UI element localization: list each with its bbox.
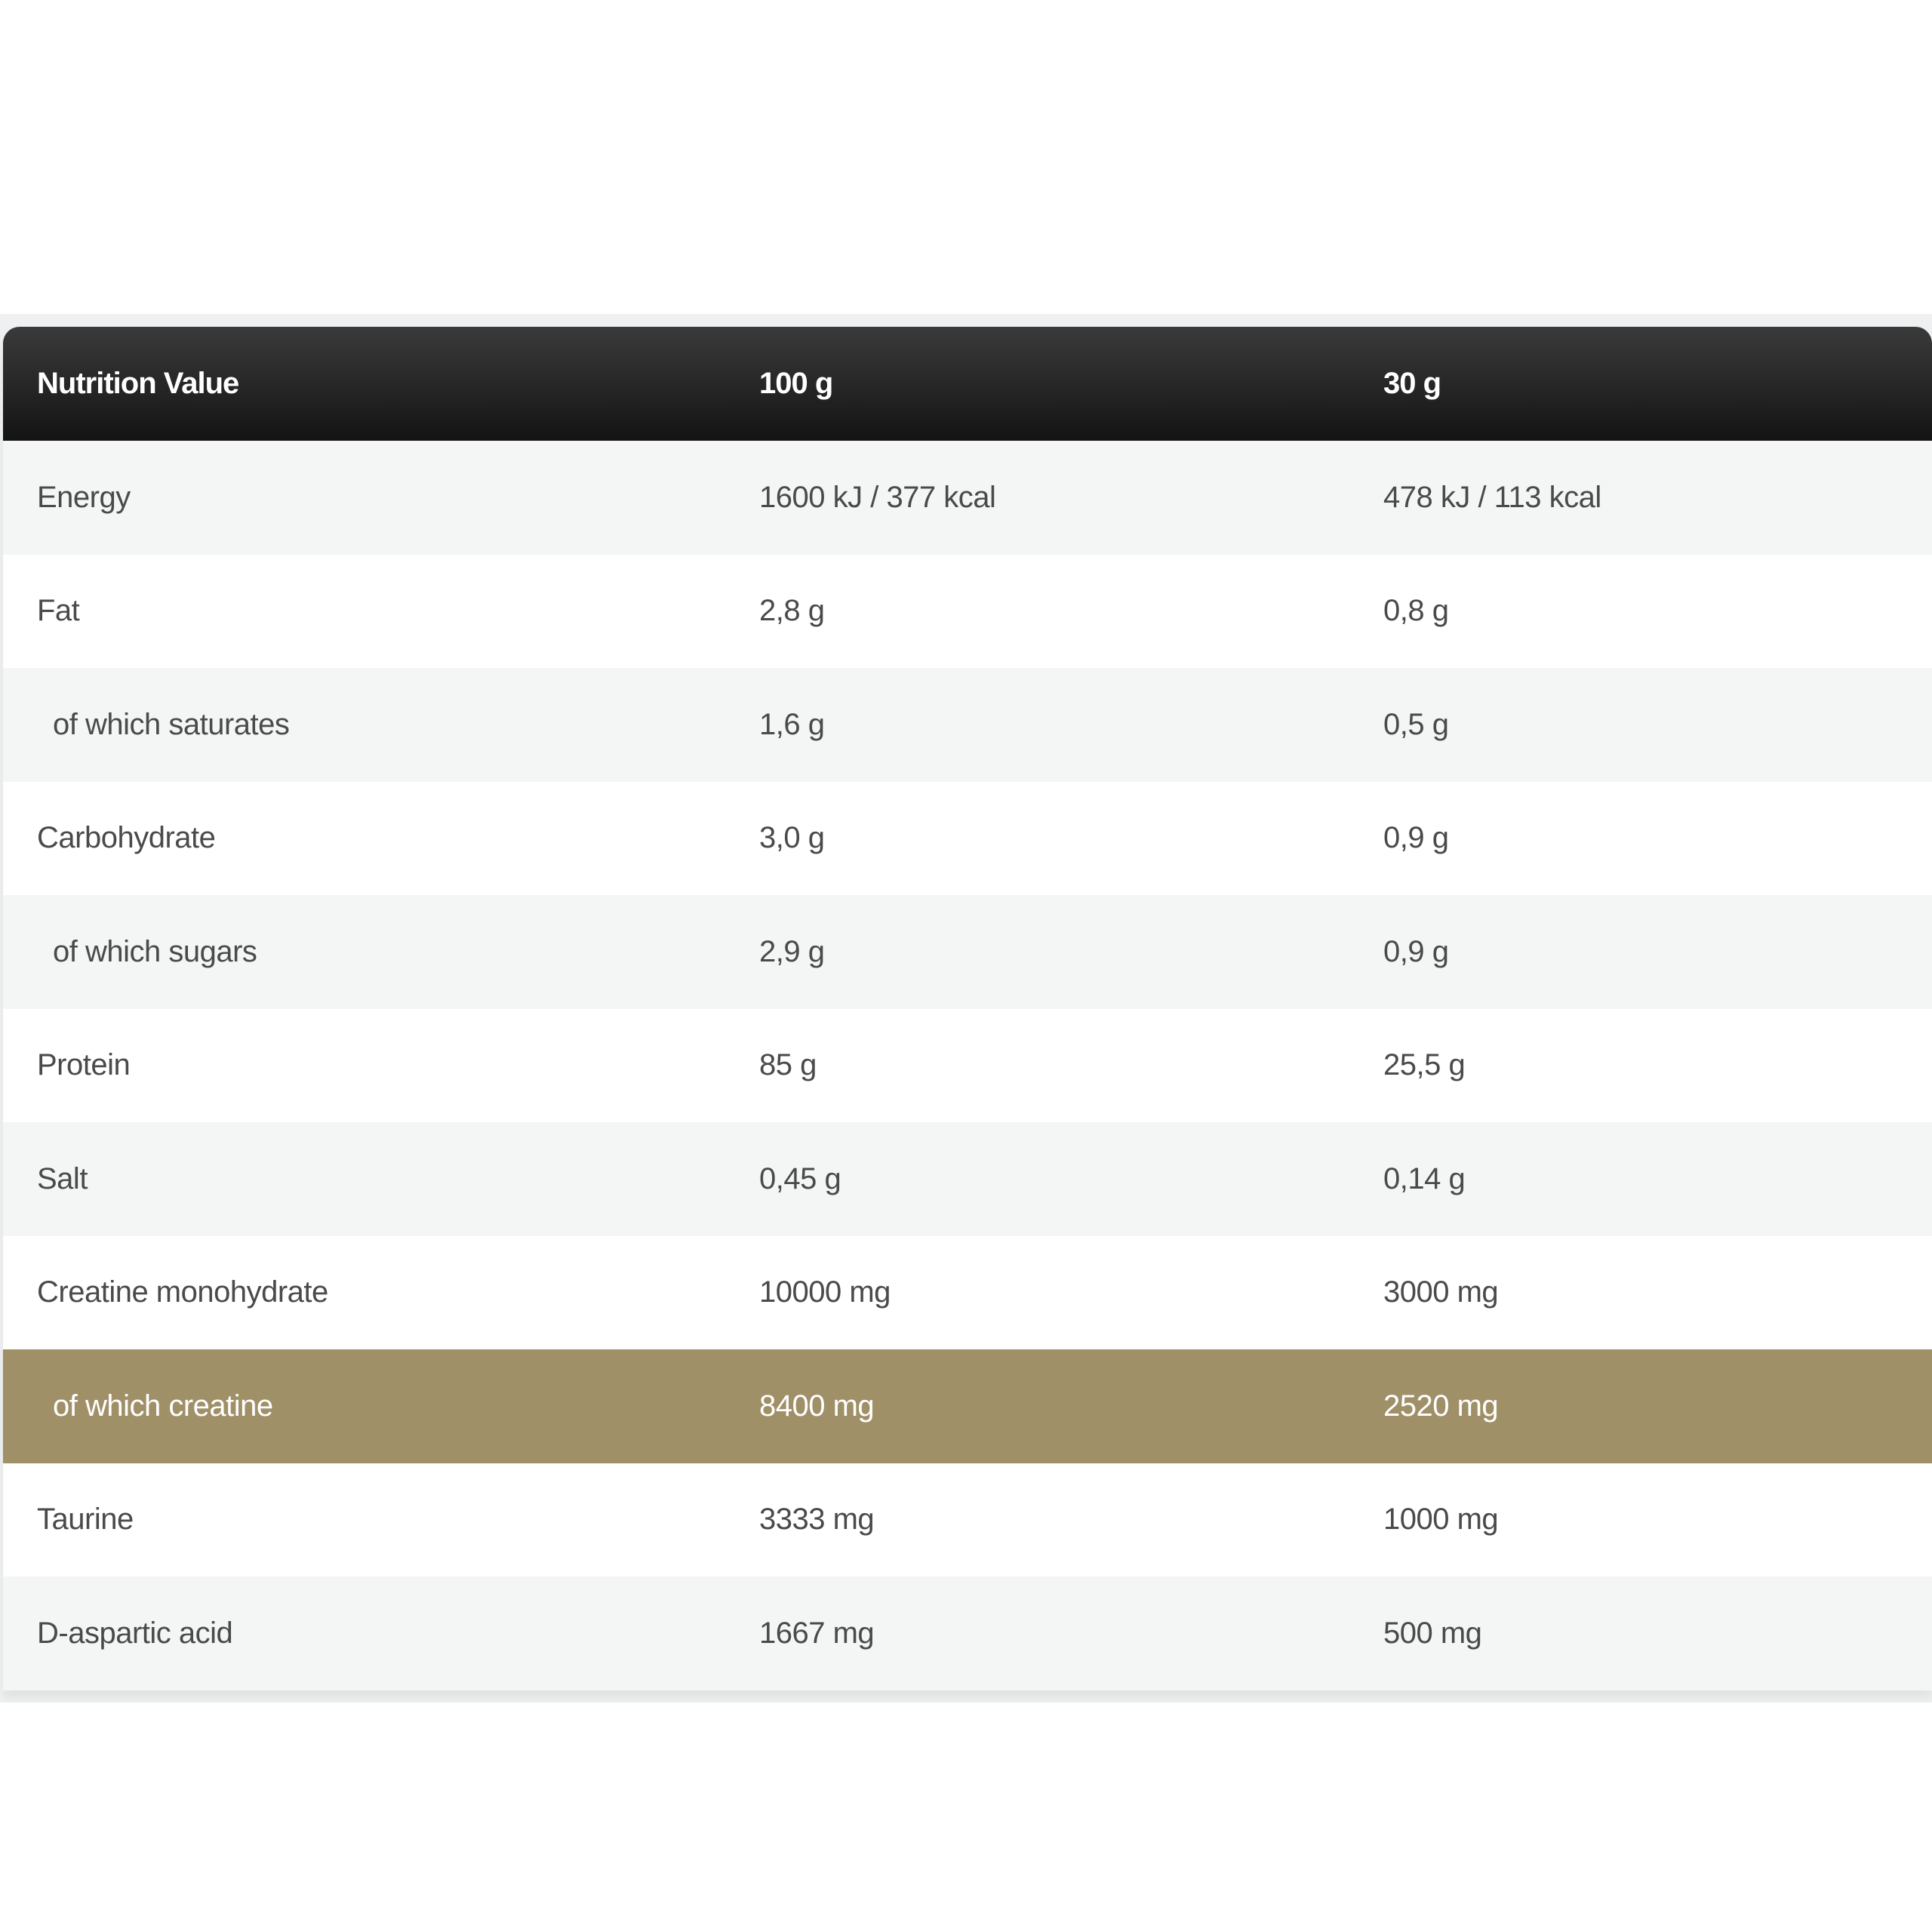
nutrient-name: D-aspartic acid	[37, 1616, 233, 1650]
value-per-30g: 478 kJ / 113 kcal	[1383, 480, 1601, 514]
table-row: Carbohydrate 3,0 g 0,9 g	[3, 781, 1932, 895]
header-30g: 30 g	[1383, 367, 1441, 400]
nutrition-table: Nutrition Value 100 g 30 g Energy 1600 kJ…	[3, 327, 1932, 1690]
nutrient-name: Protein	[37, 1048, 131, 1082]
header-nutrition-value: Nutrition Value	[37, 367, 239, 400]
value-per-100g: 2,9 g	[759, 934, 825, 968]
nutrient-name: of which saturates	[53, 707, 290, 741]
value-per-30g: 2520 mg	[1383, 1389, 1499, 1423]
header-100g: 100 g	[759, 367, 833, 400]
value-per-30g: 0,5 g	[1383, 707, 1449, 741]
value-per-100g: 10000 mg	[759, 1275, 891, 1309]
value-per-30g: 500 mg	[1383, 1616, 1482, 1650]
value-per-30g: 1000 mg	[1383, 1503, 1499, 1537]
nutrient-name: Fat	[37, 594, 80, 628]
nutrient-name: Taurine	[37, 1503, 134, 1537]
table-row: Salt 0,45 g 0,14 g	[3, 1122, 1932, 1236]
table-row: Taurine 3333 mg 1000 mg	[3, 1463, 1932, 1577]
table-row: Energy 1600 kJ / 377 kcal 478 kJ / 113 kca…	[3, 441, 1932, 555]
value-per-30g: 0,8 g	[1383, 594, 1449, 628]
value-per-100g: 3333 mg	[759, 1503, 875, 1537]
value-per-100g: 0,45 g	[759, 1161, 841, 1195]
value-per-30g: 3000 mg	[1383, 1275, 1499, 1309]
value-per-30g: 0,9 g	[1383, 934, 1449, 968]
value-per-30g: 0,9 g	[1383, 821, 1449, 855]
value-per-30g: 25,5 g	[1383, 1048, 1466, 1082]
table-row: of which saturates 1,6 g 0,5 g	[3, 668, 1932, 782]
nutrient-name: Creatine monohydrate	[37, 1275, 328, 1309]
table-header: Nutrition Value 100 g 30 g	[3, 327, 1932, 441]
table-row: of which creatine 8400 mg 2520 mg	[3, 1349, 1932, 1463]
value-per-30g: 0,14 g	[1383, 1161, 1466, 1195]
value-per-100g: 2,8 g	[759, 594, 825, 628]
table-row: Protein 85 g 25,5 g	[3, 1008, 1932, 1122]
nutrient-name: Energy	[37, 480, 131, 514]
value-per-100g: 8400 mg	[759, 1389, 875, 1423]
nutrient-name: Salt	[37, 1161, 88, 1195]
value-per-100g: 85 g	[759, 1048, 817, 1082]
table-row: D-aspartic acid 1667 mg 500 mg	[3, 1577, 1932, 1690]
value-per-100g: 1667 mg	[759, 1616, 875, 1650]
table-row: Creatine monohydrate 10000 mg 3000 mg	[3, 1235, 1932, 1349]
table-row: of which sugars 2,9 g 0,9 g	[3, 895, 1932, 1009]
value-per-100g: 1600 kJ / 377 kcal	[759, 480, 996, 514]
table-row: Fat 2,8 g 0,8 g	[3, 554, 1932, 668]
nutrient-name: of which sugars	[53, 934, 257, 968]
value-per-100g: 3,0 g	[759, 821, 825, 855]
nutrient-name: of which creatine	[53, 1389, 273, 1423]
value-per-100g: 1,6 g	[759, 707, 825, 741]
nutrient-name: Carbohydrate	[37, 821, 216, 855]
